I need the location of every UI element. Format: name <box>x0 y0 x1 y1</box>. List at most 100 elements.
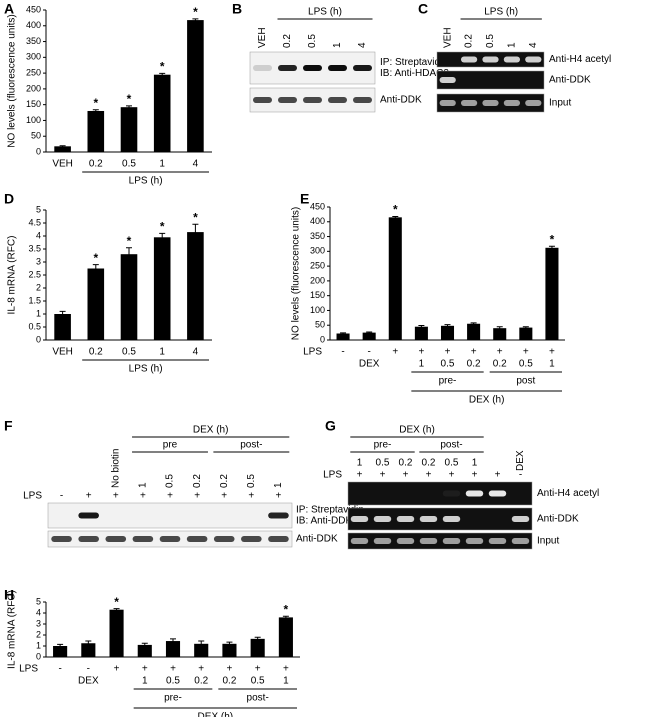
error-bar <box>126 105 132 109</box>
bar <box>53 646 68 657</box>
group-label: post- <box>247 693 269 704</box>
y-tick-label: 3.5 <box>28 243 41 253</box>
row-cell: - <box>367 347 370 358</box>
band <box>78 512 99 519</box>
significance-marker: * <box>160 220 165 234</box>
row-cell: + <box>497 347 503 358</box>
error-bar <box>282 615 289 619</box>
gel-subgroup: pre- <box>374 440 392 451</box>
lane-label: 0.2 <box>192 474 203 488</box>
row-cell: 0.2 <box>493 359 507 370</box>
y-tick-label: 400 <box>26 20 41 30</box>
lane-label: 4 <box>357 42 368 48</box>
y-tick-label: 100 <box>26 115 41 125</box>
row-cell: 0.5 <box>166 676 180 687</box>
panel-label: F <box>4 418 13 434</box>
y-tick-label: 450 <box>26 4 41 14</box>
error-bar <box>470 322 477 325</box>
y-tick-label: 2 <box>36 629 41 639</box>
bar <box>414 326 428 340</box>
row-cell: 1 <box>419 359 425 370</box>
bar <box>54 314 71 340</box>
row-cell: + <box>170 664 176 675</box>
y-tick-label: 150 <box>26 99 41 109</box>
bar <box>493 328 507 340</box>
band <box>511 516 530 522</box>
error-bar <box>59 145 66 147</box>
bar <box>120 254 138 340</box>
gel-header: LPS (h) <box>484 7 518 18</box>
band <box>51 536 72 542</box>
band <box>78 536 99 542</box>
y-tick-label: 350 <box>310 231 325 241</box>
error-bar <box>198 640 205 647</box>
error-bar <box>226 641 233 646</box>
error-bar <box>92 109 99 113</box>
panel-label: H <box>4 587 14 603</box>
error-bar <box>92 264 99 273</box>
band <box>268 512 289 519</box>
row-cell: + <box>495 470 501 481</box>
bar <box>187 232 204 340</box>
row-cell: + <box>449 470 455 481</box>
bar <box>278 617 293 657</box>
lane-label: 0.2 <box>282 34 293 48</box>
panel-label: B <box>232 1 242 17</box>
group-label: post <box>516 376 535 387</box>
y-tick-label: 400 <box>310 216 325 226</box>
band <box>419 538 438 544</box>
row-cell: + <box>357 470 363 481</box>
bar <box>137 644 152 657</box>
row-cell: + <box>248 491 254 502</box>
lane-label: 1 <box>332 42 343 48</box>
blot <box>347 507 533 531</box>
row-cell: + <box>403 470 409 481</box>
row-cell: + <box>114 664 120 675</box>
blot-label: Anti-DDK <box>380 95 422 106</box>
y-tick-label: 50 <box>31 131 41 141</box>
band <box>488 538 507 544</box>
band <box>465 538 484 544</box>
group-label: pre- <box>439 376 457 387</box>
blot-label: Anti-DDK <box>549 75 591 86</box>
lane-label: 4 <box>528 42 539 48</box>
y-tick-label: 100 <box>310 305 325 315</box>
y-tick-label: 450 <box>310 201 325 211</box>
row-cell: + <box>167 491 173 502</box>
y-tick-label: 2 <box>36 282 41 292</box>
panel-label: D <box>4 191 14 207</box>
band <box>350 538 369 544</box>
y-tick-label: 5 <box>36 204 41 214</box>
bar <box>87 110 105 152</box>
band <box>253 65 272 71</box>
y-tick-label: 250 <box>310 260 325 270</box>
bar <box>153 237 171 340</box>
lane-label: 1 <box>138 482 149 488</box>
error-bar <box>170 638 176 644</box>
error-bar <box>159 72 166 76</box>
bar <box>250 638 265 657</box>
bar <box>336 333 350 340</box>
group-label: LPS (h) <box>129 364 163 375</box>
band <box>482 100 499 106</box>
band <box>268 536 289 542</box>
row-label: LPS <box>23 491 42 502</box>
y-tick-label: 300 <box>310 246 325 256</box>
blot-label: IB: Anti-HDAC2 <box>380 68 449 79</box>
blot-label: Anti-H4 acetyl <box>537 488 599 499</box>
band <box>503 56 521 63</box>
outer-group-label: DEX (h) <box>198 712 234 717</box>
error-bar <box>548 245 555 250</box>
row-cell: + <box>86 491 92 502</box>
lane-label: 1 <box>507 42 518 48</box>
band <box>132 536 154 542</box>
y-tick-label: 250 <box>26 67 41 77</box>
band <box>439 77 456 83</box>
blot-label: Anti-DDK <box>296 534 338 545</box>
row-cell: - <box>87 664 90 675</box>
x-tick-label: 1 <box>159 159 165 170</box>
band <box>439 100 456 106</box>
row-cell: - <box>58 664 61 675</box>
error-bar <box>159 232 166 242</box>
